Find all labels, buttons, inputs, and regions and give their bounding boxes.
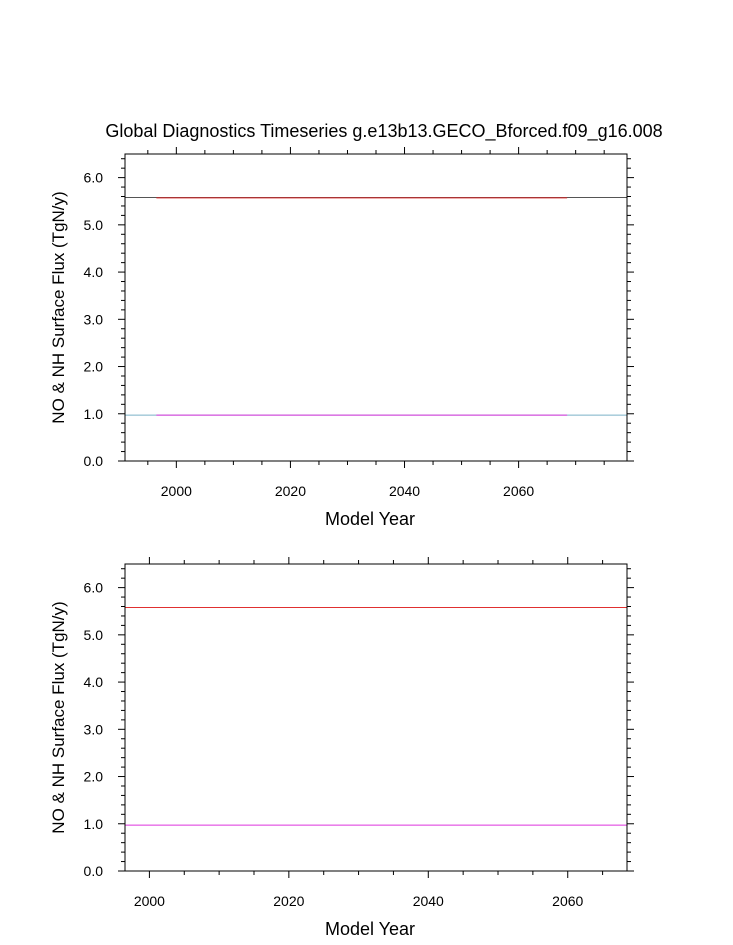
y-tick-label: 6.0 [84,580,104,596]
x-tick-label: 2040 [389,483,420,499]
x-axis-label: Model Year [325,919,415,939]
x-tick-label: 2040 [413,893,444,909]
top-panel: Global Diagnostics Timeseries g.e13b13.G… [49,121,663,529]
x-tick-label: 2020 [275,483,306,499]
y-tick-label: 3.0 [84,311,104,327]
y-tick-label: 4.0 [84,674,104,690]
y-tick-label: 0.0 [84,863,104,879]
y-axis-label: NO & NH Surface Flux (TgN/y) [49,601,68,833]
x-tick-label: 2060 [503,483,534,499]
plot-frame [124,563,628,872]
y-tick-label: 2.0 [84,359,104,375]
x-tick-label: 2000 [134,893,165,909]
y-tick-label: 5.0 [84,217,104,233]
y-tick-label: 1.0 [84,816,104,832]
x-tick-label: 2060 [552,893,583,909]
bottom-panel: 0.0 1.0 2.0 3.0 4.0 5.0 6.0 2000 2020 2040 2060 Mod… [49,557,634,939]
x-axis-label: Model Year [325,509,415,529]
y-tick-label: 1.0 [84,406,104,422]
x-tick-label: 2020 [273,893,304,909]
y-tick-label: 4.0 [84,264,104,280]
y-tick-label: 0.0 [84,453,104,469]
y-tick-label: 5.0 [84,627,104,643]
y-axis-label: NO & NH Surface Flux (TgN/y) [49,191,68,423]
y-tick-label: 6.0 [84,170,104,186]
y-tick-label: 3.0 [84,721,104,737]
x-tick-label: 2000 [161,483,192,499]
y-tick-label: 2.0 [84,769,104,785]
chart-title: Global Diagnostics Timeseries g.e13b13.G… [105,121,662,142]
